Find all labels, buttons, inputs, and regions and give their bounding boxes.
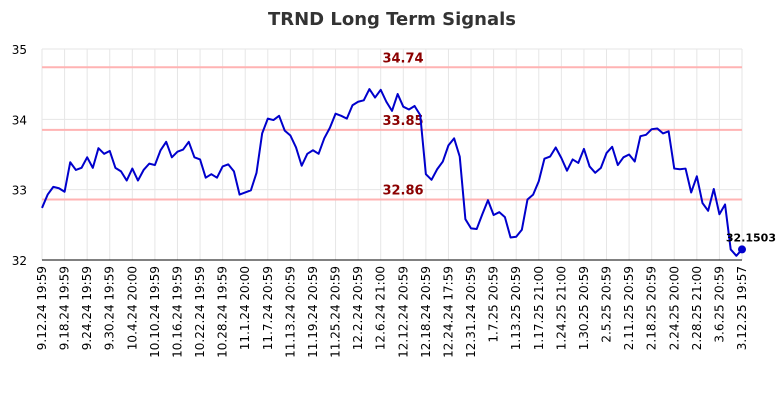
x-tick-label: 9.18.24 19:59 (58, 266, 72, 350)
x-tick-label: 9.30.24 19:59 (103, 266, 117, 350)
x-tick-label: 11.13.24 20:59 (283, 266, 297, 358)
x-tick-label: 12.12.24 20:59 (396, 266, 410, 358)
x-tick-label: 12.24.24 17:59 (441, 266, 455, 358)
reference-label: 33.85 (382, 114, 423, 129)
x-tick-label: 2.11.25 20:59 (622, 266, 636, 350)
x-ticks: 9.12.24 19:59 9.18.24 19:59 9.24.24 19:59 9… (35, 266, 749, 358)
y-tick-label: 35 (12, 43, 27, 57)
x-tick-label: 2.18.25 20:59 (645, 266, 659, 350)
x-tick-label: 10.16.24 19:59 (170, 266, 184, 358)
x-tick-label: 10.10.24 19:59 (148, 266, 162, 358)
last-point (738, 245, 746, 254)
x-tick-label: 12.18.24 20:59 (419, 266, 433, 358)
x-tick-label: 2.24.25 20:00 (667, 266, 681, 350)
x-tick-label: 9.24.24 19:59 (80, 266, 94, 350)
x-tick-label: 11.1.24 20:00 (238, 266, 252, 350)
y-tick-label: 34 (12, 113, 27, 127)
y-tick-label: 32 (12, 254, 27, 268)
x-tick-label: 11.25.24 20:59 (329, 266, 343, 358)
x-tick-label: 10.22.24 19:59 (193, 266, 207, 358)
x-tick-label: 1.17.25 21:00 (532, 266, 546, 350)
chart-title: TRND Long Term Signals (268, 9, 516, 30)
x-tick-label: 9.12.24 19:59 (35, 266, 49, 350)
x-tick-label: 10.28.24 19:59 (216, 266, 230, 358)
x-tick-label: 1.7.25 20:59 (487, 266, 501, 343)
x-tick-label: 11.19.24 20:59 (306, 266, 320, 358)
x-tick-label: 11.7.24 20:59 (261, 266, 275, 350)
x-tick-label: 12.2.24 20:59 (351, 266, 365, 350)
x-tick-label: 1.24.25 21:00 (554, 266, 568, 350)
reference-lines: 34.74 33.85 32.86 (42, 51, 742, 201)
y-tick-label: 33 (12, 184, 27, 198)
last-value-label: 32.1503 (726, 231, 776, 244)
x-tick-label: 2.28.25 21:00 (690, 266, 704, 350)
x-tick-label: 1.13.25 20:59 (509, 266, 523, 350)
x-tick-label: 12.31.24 20:59 (464, 266, 478, 358)
x-tick-label: 10.4.24 20:00 (125, 266, 139, 350)
series-line (41, 88, 743, 257)
reference-label: 32.86 (382, 184, 423, 199)
x-tick-label: 3.6.25 20:59 (712, 266, 726, 343)
x-tick-label: 1.30.25 20:59 (577, 266, 591, 350)
x-tick-label: 3.12.25 19:57 (735, 266, 749, 350)
reference-label: 34.74 (382, 51, 423, 66)
grid (41, 48, 743, 260)
x-tick-label: 2.5.25 20:59 (600, 266, 614, 343)
series: 32.1503 (41, 88, 776, 257)
y-ticks: 32 33 34 35 (12, 43, 27, 268)
x-tick-label: 12.6.24 21:00 (374, 266, 388, 350)
